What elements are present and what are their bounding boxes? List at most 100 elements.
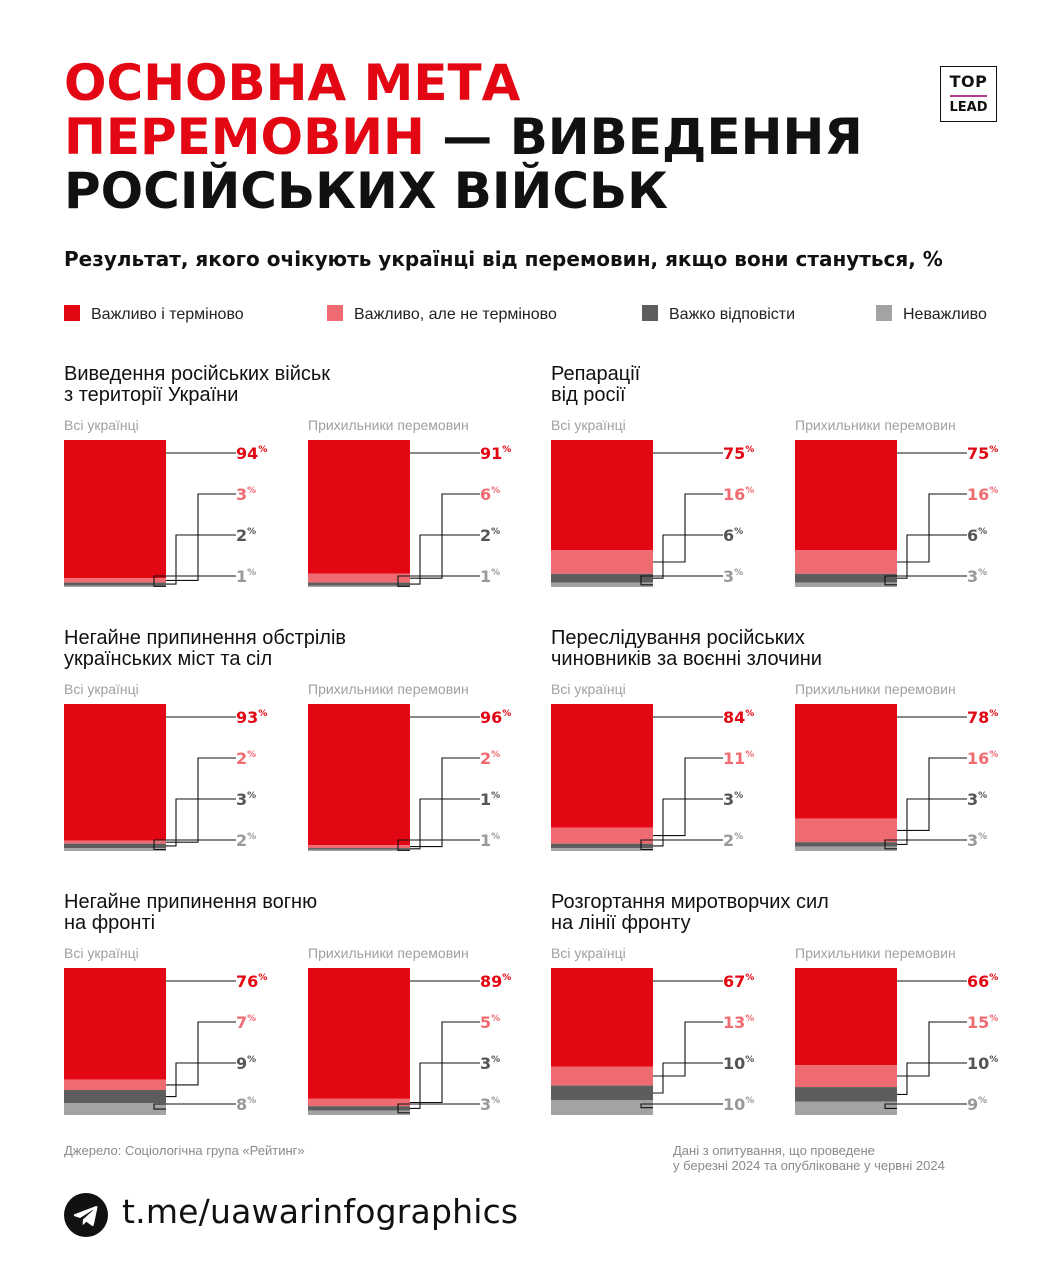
leader-line-unimportant	[397, 839, 480, 851]
bar-segment-unimportant	[64, 1103, 166, 1115]
percent-sign: %	[989, 1014, 998, 1024]
legend-label-unimportant: Неважливо	[903, 306, 987, 323]
group-label-supporters: Прихильники перемовин	[795, 681, 956, 697]
bar-segment-unimportant	[551, 582, 653, 587]
leader-line-important	[410, 493, 480, 579]
title-line-2-red: перемовин	[64, 108, 425, 166]
value-label-unimportant: 2%	[723, 831, 743, 850]
bar-chart-reparations-all: 75% 16% 6% 3%	[551, 440, 754, 587]
value-label-unimportant: 1%	[236, 567, 256, 586]
percent-sign: %	[247, 791, 256, 801]
value-label-hard: 6%	[967, 526, 987, 545]
leader-line-hard	[897, 534, 967, 579]
block-title-ceasefire: Негайне припинення вогню на фронті	[64, 891, 318, 934]
leader-line-important	[653, 1021, 723, 1077]
legend-swatch-hard	[642, 305, 658, 321]
value-label-hard: 2%	[480, 526, 500, 545]
bar-segment-unimportant	[551, 1100, 653, 1115]
value-label-hard: 9%	[236, 1054, 256, 1073]
percent-sign: %	[745, 486, 754, 496]
percent-sign: %	[491, 791, 500, 801]
telegram-icon[interactable]	[64, 1193, 108, 1237]
leader-line-unimportant	[884, 839, 967, 850]
value-label-unimportant: 3%	[723, 567, 743, 586]
value-label-important: 16%	[723, 485, 754, 504]
value-label-urgent: 89%	[480, 972, 511, 991]
value-label-important: 2%	[236, 749, 256, 768]
bar-segment-important	[64, 1079, 166, 1091]
bar-chart-ceasefire-supporters: 89% 5% 3% 3%	[308, 968, 511, 1115]
bar-chart-withdrawal-supporters: 91% 6% 2% 1%	[308, 440, 511, 587]
value-label-unimportant: 10%	[723, 1095, 754, 1114]
percent-sign: %	[491, 832, 500, 842]
bar-segment-unimportant	[64, 848, 166, 851]
leader-line-hard	[410, 534, 480, 585]
bar-segment-important	[795, 550, 897, 574]
leader-line-important	[653, 757, 723, 837]
source-note: Джерело: Соціологічна група «Рейтинг»	[64, 1143, 305, 1158]
percent-sign: %	[734, 527, 743, 537]
value-label-important: 13%	[723, 1013, 754, 1032]
bar-segment-unimportant	[795, 846, 897, 851]
bar-segment-unimportant	[308, 849, 410, 851]
value-label-unimportant: 9%	[967, 1095, 987, 1114]
bar-segment-unimportant	[795, 582, 897, 587]
bar-chart-ceasefire-all: 76% 7% 9% 8%	[64, 968, 267, 1115]
value-label-urgent: 75%	[967, 444, 998, 463]
leader-line-important	[166, 1021, 236, 1086]
percent-sign: %	[247, 1055, 256, 1065]
bar-segment-important	[308, 1098, 410, 1107]
title-line-1: Основна мета	[64, 54, 521, 112]
bar-segment-unimportant	[64, 585, 166, 587]
legend-item-urgent: Важливо і терміново	[64, 305, 244, 325]
percent-sign: %	[491, 1096, 500, 1106]
bar-segment-urgent	[308, 968, 410, 1099]
leader-line-unimportant	[640, 575, 723, 586]
value-label-urgent: 78%	[967, 708, 998, 727]
bar-segment-hard	[308, 582, 410, 586]
bar-segment-hard	[551, 843, 653, 849]
bar-segment-important	[64, 578, 166, 583]
percent-sign: %	[745, 1055, 754, 1065]
leader-line-important	[410, 757, 480, 848]
percent-sign: %	[491, 1014, 500, 1024]
bar-segment-hard	[64, 843, 166, 849]
leader-line-unimportant	[640, 1103, 723, 1109]
value-label-urgent: 76%	[236, 972, 267, 991]
bar-segment-urgent	[551, 704, 653, 828]
group-label-all: Всі українці	[64, 681, 139, 697]
bar-segment-important	[64, 840, 166, 844]
percent-sign: %	[989, 445, 998, 455]
value-label-important: 5%	[480, 1013, 500, 1032]
percent-sign: %	[258, 973, 267, 983]
leader-line-hard	[897, 1062, 967, 1095]
legend-label-hard: Важко відповісти	[669, 306, 796, 323]
value-label-unimportant: 8%	[236, 1095, 256, 1114]
percent-sign: %	[502, 445, 511, 455]
legend-swatch-important	[327, 305, 343, 321]
bar-segment-important	[308, 573, 410, 583]
group-label-supporters: Прихильники перемовин	[795, 945, 956, 961]
bar-chart-withdrawal-all: 94% 3% 2% 1%	[64, 440, 267, 587]
group-label-supporters: Прихильники перемовин	[308, 681, 469, 697]
telegram-channel-link[interactable]: t.me/uawarinfographics	[122, 1192, 519, 1231]
bar-chart-reparations-supporters: 75% 16% 6% 3%	[795, 440, 998, 587]
percent-sign: %	[745, 709, 754, 719]
legend-label-urgent: Важливо і терміново	[91, 306, 244, 323]
leader-line-hard	[166, 798, 236, 847]
leader-line-hard	[410, 798, 480, 850]
percent-sign: %	[989, 1055, 998, 1065]
bar-segment-important	[551, 827, 653, 844]
value-label-important: 15%	[967, 1013, 998, 1032]
leader-line-important	[653, 493, 723, 563]
leader-line-important	[410, 1021, 480, 1104]
value-label-urgent: 66%	[967, 972, 998, 991]
bar-segment-urgent	[551, 440, 653, 551]
percent-sign: %	[745, 750, 754, 760]
bar-segment-hard	[795, 573, 897, 583]
percent-sign: %	[247, 527, 256, 537]
bar-segment-urgent	[308, 440, 410, 574]
bar-chart-prosecution-supporters: 78% 16% 3% 3%	[795, 704, 998, 851]
block-title-prosecution: Переслідування російських чиновників за …	[551, 627, 822, 670]
bar-chart-peacekeepers-all: 67% 13% 10% 10%	[551, 968, 754, 1115]
